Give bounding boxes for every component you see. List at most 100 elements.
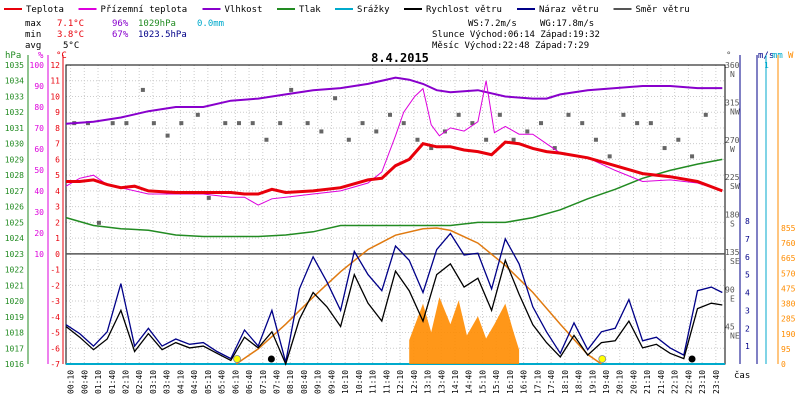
degc-tick-label: 12 (50, 61, 60, 70)
plot-area (65, 76, 723, 366)
chart-title: 8.4.2015 (371, 51, 429, 65)
time-tick-label: 08:40 (300, 370, 309, 394)
dir-tick-label: 270 (725, 136, 740, 145)
legend: Teplota Přízemní teplota Vlhkost Tlak Srážky… (4, 5, 690, 15)
stats-max-hum: 96% (112, 19, 129, 29)
legend-item: Rychlost větru (404, 5, 502, 15)
plot-frame (65, 64, 726, 365)
wind-dir-point (264, 137, 269, 142)
legend-item: Náraz větru (517, 5, 599, 15)
wind-dir-point (388, 112, 393, 117)
w-tick-label: 665 (781, 254, 796, 263)
hpa-tick-label: 1023 (5, 250, 24, 259)
ms-tick-label: 6 (745, 253, 750, 262)
legend-item: Teplota (4, 5, 64, 15)
series-temperature (66, 140, 723, 196)
pct-tick-label: 70 (34, 124, 44, 133)
time-tick-label: 00:10 (67, 370, 76, 394)
time-tick-label: 08:10 (286, 370, 295, 394)
w-tick-label: 0 (781, 360, 786, 369)
ms-tick-label: 4 (745, 289, 750, 298)
hpa-tick-label: 1025 (5, 218, 24, 227)
time-axis-label: čas (734, 370, 750, 381)
time-tick-label: 01:10 (94, 370, 103, 394)
time-tick-label: 23:10 (698, 370, 707, 394)
time-tick-label: 04:10 (176, 370, 185, 394)
dir-tick-label: 180 (725, 211, 740, 220)
ms-tick-label: 5 (745, 271, 750, 280)
wind-dir-point (165, 133, 170, 138)
dir-tick-label: SW (730, 182, 740, 191)
degc-tick-label: 1 (55, 234, 60, 243)
time-tick-label: 10:10 (341, 370, 350, 394)
pct-tick-label: 100 (30, 61, 45, 70)
moonrise-marker (688, 355, 696, 363)
wind-dir-point (179, 121, 184, 126)
time-tick-label: 16:40 (520, 370, 529, 394)
wind-dir-point (124, 121, 129, 126)
ms-tick-label: 7 (745, 235, 750, 244)
series-humidity (65, 76, 723, 125)
time-tick-label: 18:10 (561, 370, 570, 394)
ms-tick-label: 1 (745, 342, 750, 351)
hpa-tick-label: 1024 (5, 234, 24, 243)
wind-dir-point (470, 121, 475, 126)
info-sun: Slunce Východ:06:14 Západ:19:32 (432, 30, 600, 40)
wind-dir-point (511, 137, 516, 142)
dir-tick-label: E (730, 294, 735, 303)
w-axis-label: W (788, 51, 794, 61)
wind-dir-point (110, 121, 115, 126)
dir-tick-label: 315 (725, 98, 740, 107)
stats-avg-label: avg (25, 41, 41, 51)
legend-label: Vlhkost (225, 5, 263, 15)
wind-dir-point (401, 121, 406, 126)
legend-label: Srážky (357, 5, 390, 15)
wind-dir-point (566, 112, 571, 117)
pct-tick-label: 90 (34, 82, 44, 91)
wind-dir-point (333, 96, 338, 101)
wind-dir-point (525, 129, 530, 134)
wind-dir-point (236, 121, 241, 126)
series-pressure (65, 158, 723, 238)
time-tick-label: 22:10 (671, 370, 680, 394)
wind-dir-point (497, 112, 502, 117)
time-tick-label: 22:40 (684, 370, 693, 394)
wind-dir-point (662, 146, 667, 151)
dir-tick-label: 135 (725, 248, 740, 257)
hpa-tick-label: 1035 (5, 61, 24, 70)
legend-item: Přízemní teplota (78, 5, 187, 15)
dir-tick-label: 360 (725, 61, 740, 70)
legend-label: Směr větru (636, 5, 690, 15)
info-moon: Měsíc Východ:22:48 Západ:7:29 (432, 41, 589, 51)
hpa-tick-label: 1019 (5, 313, 24, 322)
legend-label: Náraz větru (539, 5, 599, 15)
dir-tick-label: N (730, 70, 735, 79)
time-tick-label: 13:40 (437, 370, 446, 394)
wind-dir-point (151, 121, 156, 126)
w-tick-label: 855 (781, 224, 796, 233)
degc-tick-label: 8 (55, 124, 60, 133)
degc-tick-label: 6 (55, 155, 60, 164)
degc-tick-label: 9 (55, 108, 60, 117)
wind-dir-point (319, 129, 324, 134)
wind-dir-point (690, 154, 695, 159)
wind-dir-point (703, 112, 708, 117)
wind-dir-point (206, 195, 211, 200)
hpa-tick-label: 1022 (5, 266, 24, 275)
degc-axis-label: °C (56, 51, 67, 61)
mm-axis-label: mm (772, 51, 783, 61)
degc-tick-label: -3 (50, 297, 60, 306)
time-tick-label: 11:40 (382, 370, 391, 394)
info-wind: WS:7.2m/s (468, 19, 517, 29)
hpa-tick-label: 1034 (5, 77, 24, 86)
time-tick-label: 20:40 (629, 370, 638, 394)
deg-axis-label: ° (726, 51, 731, 61)
stats-avg-temp: 5°C (63, 41, 79, 51)
time-tick-label: 03:40 (163, 370, 172, 394)
time-tick-label: 21:40 (657, 370, 666, 394)
wind-dir-point (456, 112, 461, 117)
time-tick-label: 09:10 (314, 370, 323, 394)
time-tick-label: 15:10 (478, 370, 487, 394)
stats-min-temp: 3.8°C (57, 30, 84, 40)
